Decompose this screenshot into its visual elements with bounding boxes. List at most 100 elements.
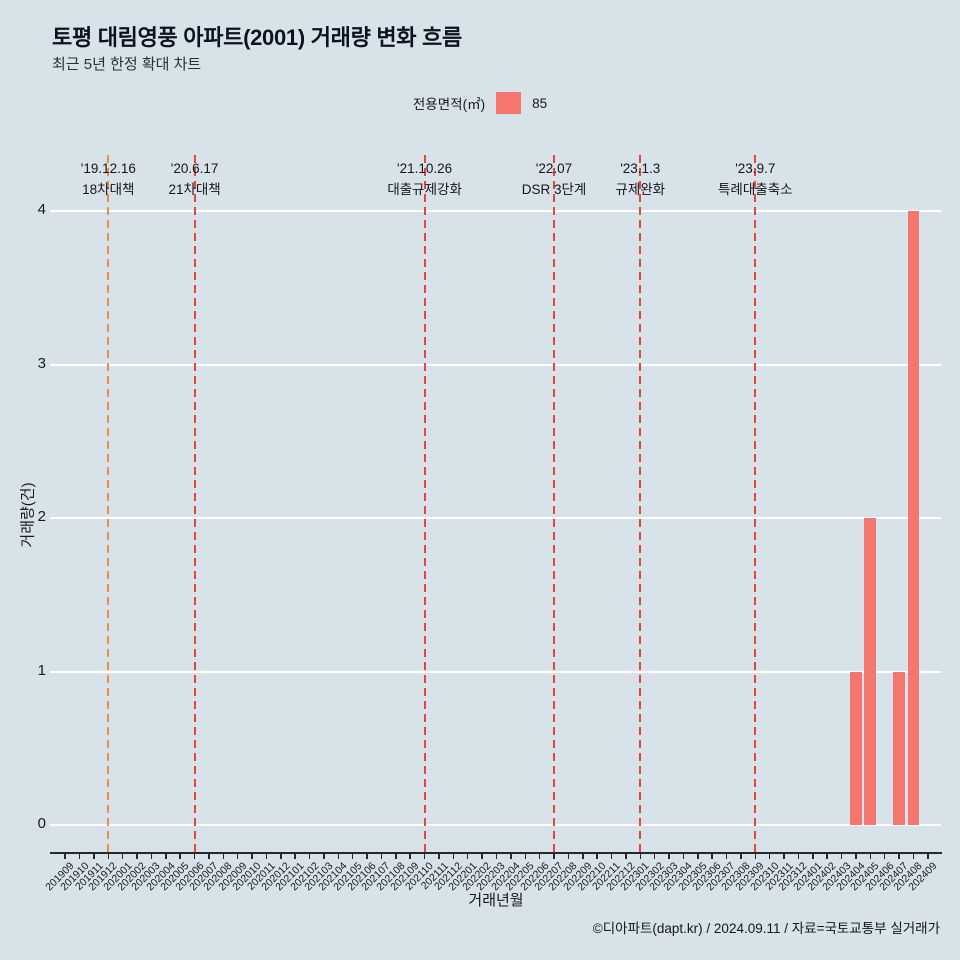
- x-tick-mark: [93, 854, 95, 859]
- x-tick-mark: [438, 854, 440, 859]
- bar-202405: [864, 518, 877, 825]
- y-tick-label-4: 4: [37, 201, 46, 218]
- x-tick-mark: [107, 854, 110, 859]
- x-tick-mark: [682, 854, 685, 859]
- x-tick-mark: [596, 854, 598, 859]
- policy-line-5: [639, 155, 642, 853]
- x-tick-mark: [294, 854, 296, 859]
- policy-label: 특례대출축소: [718, 182, 793, 197]
- x-tick-mark: [308, 854, 311, 859]
- x-tick-mark: [883, 854, 886, 859]
- x-tick-mark: [236, 854, 239, 859]
- x-tick-mark: [495, 854, 498, 859]
- legend: 전용면적(㎡) 85: [0, 92, 960, 114]
- x-tick-mark: [452, 854, 455, 859]
- gridline-y1: [50, 670, 941, 673]
- x-tick-mark: [826, 854, 828, 859]
- x-tick-mark: [193, 854, 196, 859]
- x-tick-mark: [855, 854, 857, 859]
- policy-label: DSR 3단계: [521, 182, 587, 197]
- x-tick-mark: [78, 854, 81, 859]
- policy-line-2: [193, 155, 196, 853]
- policy-annotation-2: '20.6.17 21차대책: [168, 158, 220, 200]
- x-tick-mark: [553, 854, 555, 859]
- gridline-y2: [50, 517, 941, 519]
- y-axis-title: 거래량(건): [19, 482, 37, 548]
- x-tick-mark: [869, 854, 872, 859]
- policy-label: 대출규제강화: [387, 182, 462, 197]
- x-tick-mark: [351, 854, 354, 859]
- x-tick-mark: [481, 854, 483, 859]
- policy-label: 18차대책: [82, 182, 135, 197]
- x-tick-mark: [610, 854, 613, 859]
- x-tick-mark: [423, 854, 426, 859]
- gridline-y0: [50, 824, 941, 826]
- x-tick-mark: [136, 854, 138, 859]
- bar-202407: [893, 671, 905, 825]
- y-tick-label-0: 0: [37, 815, 46, 832]
- x-tick-mark: [653, 854, 656, 859]
- x-tick-mark: [280, 854, 282, 859]
- policy-date: '22.07: [535, 161, 573, 176]
- x-tick-mark: [366, 854, 368, 859]
- policy-annotation-1: '19.12.16 18차대책: [81, 158, 136, 200]
- policy-label: 21차대책: [168, 182, 221, 197]
- x-tick-mark: [625, 854, 627, 859]
- policy-annotation-6: '23.9.7 특례대출축소: [718, 158, 793, 200]
- x-tick-mark: [150, 854, 153, 859]
- x-tick-mark: [121, 854, 124, 859]
- legend-swatch: [496, 92, 522, 114]
- chart-subtitle: 최근 5년 한정 확대 차트: [52, 56, 202, 73]
- x-tick-mark: [711, 854, 713, 859]
- x-tick-mark: [524, 854, 526, 859]
- policy-date: '23.9.7: [735, 161, 776, 176]
- x-tick-mark: [812, 854, 814, 859]
- x-tick-mark: [337, 854, 340, 859]
- x-tick-mark: [725, 854, 728, 859]
- x-tick-mark: [208, 854, 210, 859]
- policy-label: 규제완화: [615, 182, 666, 197]
- x-tick-mark: [768, 854, 771, 859]
- policy-annotation-3: '21.10.26 대출규제강화: [387, 158, 462, 200]
- x-tick-mark: [754, 854, 757, 859]
- x-tick-mark: [740, 854, 742, 859]
- policy-line-4: [553, 155, 555, 853]
- x-tick-mark: [697, 854, 699, 859]
- x-axis-line: [50, 852, 942, 854]
- x-tick-mark: [927, 854, 929, 859]
- x-tick-mark: [64, 854, 66, 859]
- policy-line-6: [754, 155, 757, 853]
- y-tick-label-1: 1: [37, 661, 46, 679]
- gridline-y4: [50, 210, 941, 212]
- x-tick-mark: [582, 854, 584, 859]
- x-tick-mark: [538, 854, 541, 859]
- policy-date: '21.10.26: [397, 161, 453, 176]
- legend-label: 전용면적(㎡): [412, 97, 486, 112]
- x-tick-mark: [323, 854, 325, 859]
- policy-annotation-5: '23.1.3 규제완화: [615, 158, 665, 200]
- x-tick-mark: [265, 854, 268, 859]
- x-tick-mark: [466, 854, 469, 859]
- policy-line-1: [107, 155, 110, 853]
- policy-date: '19.12.16: [80, 161, 136, 176]
- y-tick-label-2: 2: [37, 508, 46, 525]
- x-tick-mark: [510, 854, 512, 859]
- x-tick-mark: [251, 854, 253, 859]
- x-tick-mark: [639, 854, 642, 859]
- bar-202404: [850, 671, 862, 825]
- policy-annotation-4: '22.07 DSR 3단계: [522, 158, 587, 200]
- x-tick-mark: [898, 854, 900, 859]
- x-tick-mark: [797, 854, 800, 859]
- x-tick-mark: [179, 854, 181, 859]
- x-tick-mark: [912, 854, 915, 859]
- policy-date: '23.1.3: [620, 161, 661, 176]
- x-tick-mark: [380, 854, 383, 859]
- legend-series-name: 85: [532, 95, 548, 111]
- gridline-y3: [50, 363, 941, 366]
- x-tick-mark: [395, 854, 397, 859]
- x-tick-mark: [783, 854, 785, 859]
- x-tick-mark: [222, 854, 225, 859]
- y-tick-label-3: 3: [37, 354, 46, 372]
- credit-text: ©디아파트(dapt.kr) / 2024.09.11 / 자료=국토교통부 실…: [592, 921, 940, 936]
